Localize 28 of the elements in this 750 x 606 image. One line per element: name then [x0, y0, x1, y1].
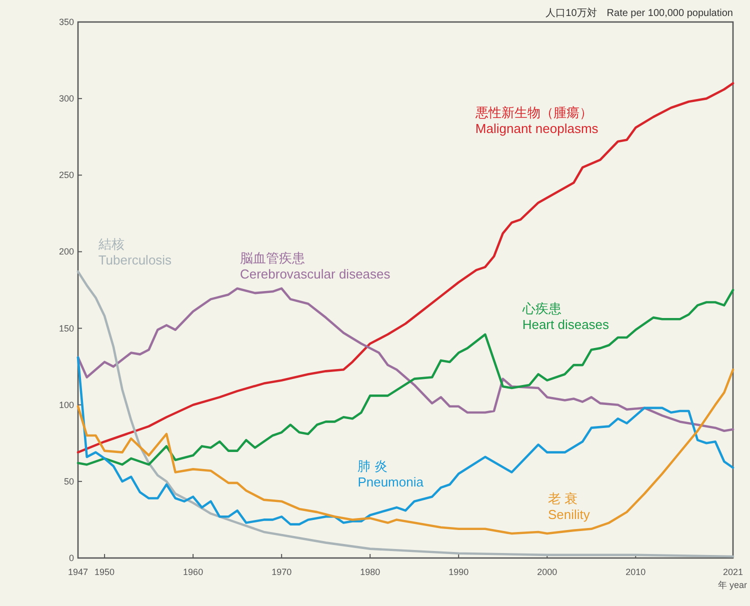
x-tick-label: 1990	[448, 567, 469, 577]
x-tick-label: 1950	[94, 567, 115, 577]
x-tick-label: 1947	[68, 567, 88, 577]
series-label: 心疾患 Heart diseases	[521, 300, 610, 332]
y-tick-label: 350	[58, 17, 74, 27]
y-tick-label: 250	[58, 170, 74, 180]
x-tick-label: 2021	[722, 567, 744, 577]
y-tick-label: 50	[64, 476, 74, 486]
y-tick-label: 300	[58, 94, 74, 104]
x-tick-label: 1980	[360, 567, 380, 577]
x-axis-title: 年 year	[718, 580, 747, 590]
y-axis-title: 人口10万対 Rate per 100,000 population	[546, 7, 733, 19]
y-tick-label: 0	[68, 553, 74, 563]
x-tick-label: 1970	[272, 567, 292, 577]
line-series	[76, 82, 734, 454]
series-label: 肺 炎 Pneumonia	[358, 458, 424, 490]
x-tick-label: 2000	[537, 567, 558, 577]
x-tick-label: 2010	[626, 567, 646, 577]
series-label: 脳血管疾患 Cerebrovascular diseases	[240, 250, 391, 282]
x-tick-label: 1960	[183, 567, 204, 577]
y-tick-label: 100	[58, 400, 74, 410]
y-tick-label: 200	[58, 246, 74, 257]
series-label: 悪性新生物（腫瘍） Malignant neoplasms	[474, 104, 599, 136]
line-series	[76, 287, 734, 432]
series-label: 老 衰 Senility	[548, 490, 590, 522]
y-tick-label: 150	[58, 323, 74, 334]
series-label: 結核 Tuberculosis	[97, 236, 172, 268]
line-series	[76, 270, 734, 558]
